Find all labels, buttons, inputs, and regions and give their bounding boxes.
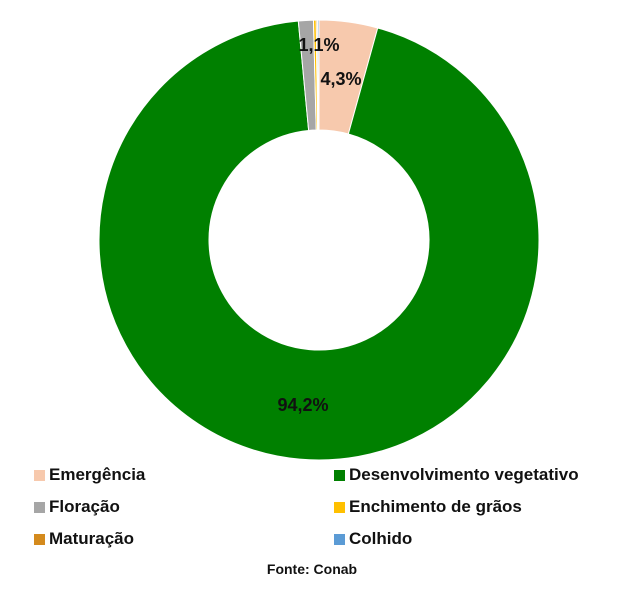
legend-item-desenvolvimento-vegetativo: Desenvolvimento vegetativo — [334, 462, 614, 488]
legend-label-colhido: Colhido — [349, 529, 413, 548]
legend-label-floracao: Floração — [49, 497, 120, 516]
legend-item-colhido: Colhido — [334, 526, 614, 552]
legend-label-maturacao: Maturação — [49, 529, 135, 548]
legend-item-floracao: Floração — [34, 494, 334, 520]
slice-colhido — [317, 19, 320, 131]
legend-swatch-maturacao — [34, 533, 45, 545]
legend-swatch-emergencia — [34, 469, 45, 481]
slices-group — [98, 19, 540, 461]
legend-label-desenvolvimento-vegetativo: Desenvolvimento vegetativo — [349, 465, 579, 484]
slice-desenvolvimento-vegetativo — [98, 20, 540, 461]
source-note: Fonte: Conab — [266, 561, 358, 577]
data-labels-group: 4,3% 94,2% 1,1% — [277, 35, 361, 415]
legend-item-maturacao: Maturação — [34, 526, 334, 552]
data-label-emergencia: 4,3% — [320, 69, 361, 89]
legend-swatch-enchimento-de-graos — [334, 501, 345, 513]
legend-item-enchimento-de-graos: Enchimento de grãos — [334, 494, 614, 520]
legend-item-emergencia: Emergência — [34, 462, 334, 488]
legend-label-enchimento-de-graos: Enchimento de grãos — [349, 497, 522, 516]
legend-label-emergencia: Emergência — [49, 465, 146, 484]
legend-swatch-floracao — [34, 501, 45, 513]
legend: Emergência Desenvolvimento vegetativo Fl… — [34, 462, 614, 552]
data-label-desenvolvimento-vegetativo: 94,2% — [277, 395, 328, 415]
legend-swatch-colhido — [334, 533, 345, 545]
data-label-floracao: 1,1% — [298, 35, 339, 55]
legend-swatch-desenvolvimento-vegetativo — [334, 469, 345, 481]
donut-chart: 4,3% 94,2% 1,1% — [98, 19, 540, 461]
